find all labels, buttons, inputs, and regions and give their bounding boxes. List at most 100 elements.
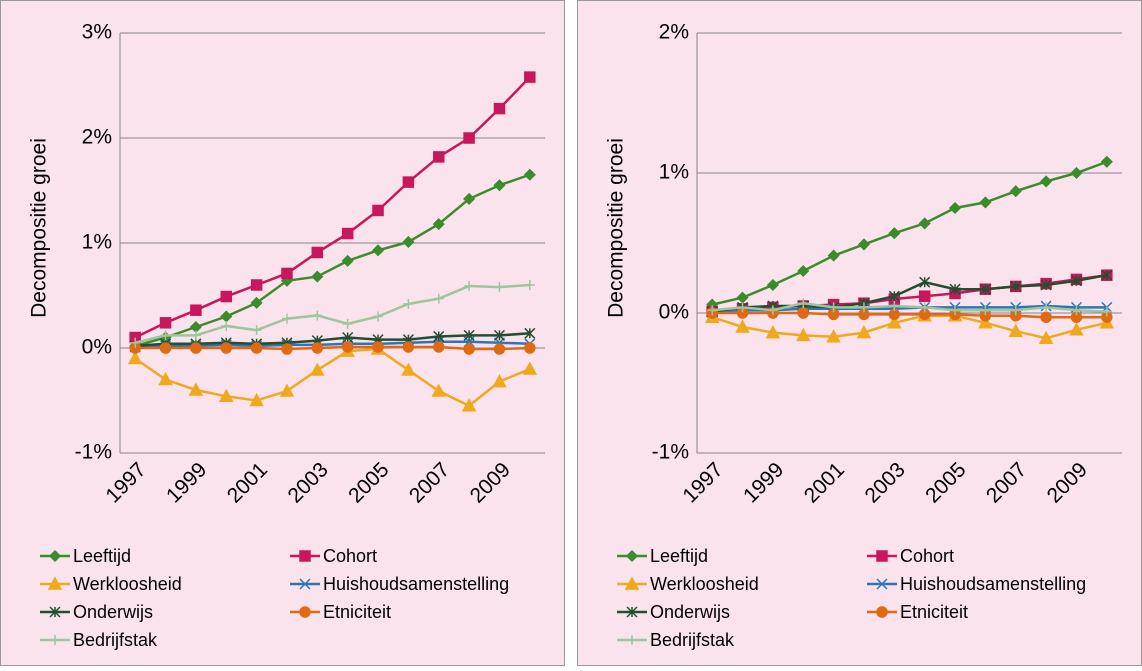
marker: [1101, 269, 1113, 281]
marker: [220, 342, 232, 354]
legend-marker: [47, 576, 63, 590]
marker: [431, 383, 447, 397]
marker: [341, 227, 354, 240]
marker: [950, 305, 961, 316]
marker: [463, 343, 475, 355]
marker: [980, 305, 991, 316]
y-tick-label: 2%: [82, 126, 112, 149]
legend-label: Cohort: [900, 546, 954, 566]
legend-marker: [49, 606, 61, 618]
marker: [402, 235, 415, 249]
marker: [1100, 155, 1113, 168]
legend-label: Etniciteit: [323, 602, 391, 622]
marker: [979, 196, 992, 209]
marker: [522, 361, 538, 375]
marker: [432, 218, 445, 231]
marker: [160, 330, 171, 341]
marker: [281, 267, 293, 280]
marker: [492, 374, 507, 388]
series-line: [134, 347, 531, 408]
y-tick-label: 2%: [659, 21, 689, 44]
legend-marker: [624, 576, 640, 590]
marker: [218, 388, 234, 403]
y-tick-label: 3%: [82, 21, 112, 44]
marker: [433, 293, 444, 304]
y-tick-label: 0%: [659, 301, 689, 324]
marker: [856, 325, 872, 339]
marker: [402, 176, 415, 188]
marker: [1009, 185, 1022, 198]
y-tick-label: 0%: [82, 336, 112, 359]
marker: [1071, 305, 1082, 316]
y-tick-label: 1%: [82, 231, 112, 254]
marker: [281, 343, 293, 355]
marker: [918, 290, 931, 302]
marker: [765, 325, 781, 339]
legend-marker: [625, 549, 639, 563]
marker: [797, 264, 810, 278]
legend-marker: [626, 606, 638, 618]
marker: [827, 249, 840, 262]
marker: [887, 315, 902, 329]
legend-label: Huishoudsamenstelling: [323, 574, 509, 594]
marker: [190, 330, 201, 341]
marker: [250, 342, 263, 354]
marker: [948, 201, 962, 215]
marker: [493, 343, 506, 355]
series-line: [712, 301, 1107, 313]
marker: [461, 398, 477, 412]
marker: [493, 329, 505, 341]
marker: [312, 310, 323, 321]
marker: [403, 298, 414, 309]
marker: [130, 337, 141, 348]
marker: [737, 302, 748, 313]
series-line: [134, 173, 531, 348]
marker: [979, 283, 991, 295]
series-line: [711, 160, 1108, 306]
marker: [493, 179, 506, 192]
marker: [433, 330, 445, 342]
marker: [1070, 166, 1083, 180]
marker: [463, 329, 475, 341]
panel: [0, 0, 565, 666]
legend-label: Cohort: [323, 546, 377, 566]
legend-label: Leeftijd: [650, 546, 708, 566]
marker: [1041, 302, 1052, 313]
marker: [918, 217, 931, 230]
series-line: [134, 283, 530, 344]
marker: [1070, 275, 1082, 287]
marker: [249, 392, 264, 407]
legend-label: Bedrijfstak: [73, 630, 158, 650]
legend-marker: [876, 578, 888, 590]
legend-marker: [299, 606, 311, 618]
marker: [251, 325, 262, 336]
marker: [190, 304, 202, 316]
marker: [795, 327, 811, 342]
marker: [311, 342, 324, 354]
series-line: [711, 314, 1108, 340]
marker: [190, 342, 202, 354]
marker: [1008, 323, 1024, 337]
marker: [857, 238, 871, 251]
marker: [402, 341, 415, 353]
marker: [311, 270, 324, 283]
y-axis-label: Decompositie groei: [605, 138, 628, 318]
marker: [1010, 280, 1022, 292]
y-tick-label: -1%: [652, 441, 689, 464]
legend-marker: [299, 578, 311, 590]
legend-marker: [48, 549, 62, 563]
marker: [158, 371, 173, 386]
y-axis-label: Decompositie groei: [28, 138, 51, 318]
series-line: [712, 273, 1108, 313]
marker: [523, 168, 536, 181]
marker: [463, 132, 475, 144]
marker: [433, 151, 445, 163]
marker: [1038, 330, 1054, 344]
marker: [949, 283, 961, 295]
marker: [250, 296, 263, 309]
marker: [372, 204, 384, 217]
marker: [766, 278, 779, 292]
marker: [828, 302, 839, 313]
legend-label: Onderwijs: [650, 602, 730, 622]
